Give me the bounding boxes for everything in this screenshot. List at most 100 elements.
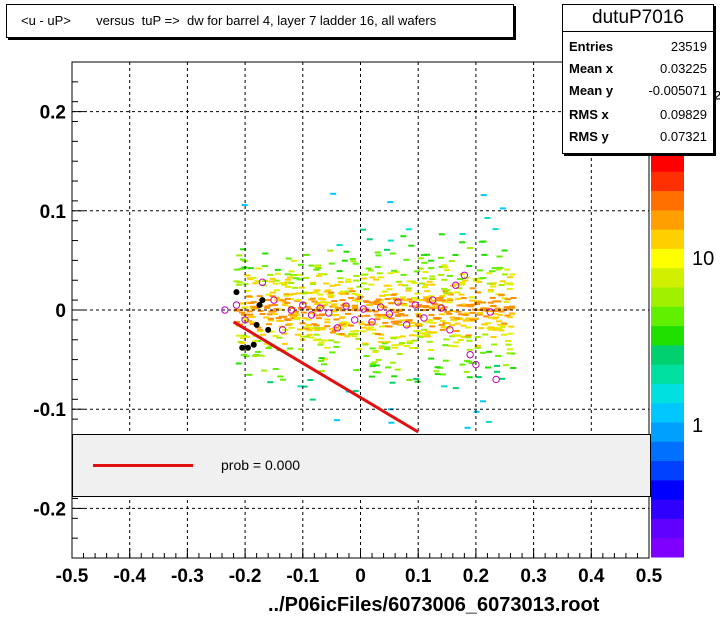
heatmap-cell — [484, 322, 491, 325]
heatmap-cell — [324, 289, 331, 292]
heatmap-cell — [324, 346, 331, 349]
heatmap-cell — [353, 369, 360, 372]
heatmap-cell — [338, 292, 345, 295]
heatmap-cell — [285, 285, 292, 288]
heatmap-cell — [373, 364, 380, 367]
heatmap-cell — [480, 194, 487, 197]
heatmap-cell — [322, 303, 329, 306]
heatmap-cell — [473, 410, 480, 413]
heatmap-cell — [318, 273, 325, 276]
heatmap-cell — [469, 299, 475, 302]
heatmap-cell — [272, 335, 279, 337]
heatmap-cell — [492, 328, 498, 331]
heatmap-cell — [493, 309, 500, 312]
heatmap-cell — [384, 248, 390, 251]
heatmap-cell — [287, 347, 294, 350]
heatmap-cell — [341, 302, 348, 305]
heatmap-cell — [352, 390, 359, 392]
heatmap-cell — [499, 326, 506, 328]
heatmap-cell — [405, 325, 412, 328]
heatmap-cell — [507, 283, 514, 286]
profile-point — [385, 310, 394, 318]
heatmap-cell — [260, 369, 267, 372]
heatmap-cell — [406, 342, 413, 345]
heatmap-cell — [281, 315, 287, 318]
heatmap-cell — [273, 289, 280, 292]
heatmap-cell — [422, 299, 429, 302]
heatmap-cell — [394, 299, 401, 302]
color-scale-bar: 11010² — [651, 88, 720, 558]
heatmap-cell — [281, 332, 288, 335]
profile-point — [359, 305, 368, 313]
heatmap-cell — [462, 319, 469, 322]
heatmap-cell — [406, 298, 413, 301]
heatmap-cell — [328, 291, 335, 294]
heatmap-cell — [324, 321, 331, 324]
heatmap-cell — [432, 303, 439, 306]
heatmap-cell — [330, 303, 337, 306]
heatmap-cell — [267, 345, 274, 348]
heatmap-cell — [420, 309, 427, 312]
heatmap-cell — [483, 315, 490, 318]
heatmap-cell — [369, 365, 376, 368]
heatmap-cell — [428, 295, 435, 298]
heatmap-cell — [498, 329, 505, 332]
heatmap-cell — [378, 345, 385, 348]
color-scale-band — [651, 171, 684, 192]
x-tick-label: -0.1 — [286, 566, 319, 587]
heatmap-cell — [421, 333, 428, 335]
heatmap-cell — [241, 266, 248, 269]
heatmap-cell — [306, 329, 313, 332]
heatmap-cell — [416, 324, 423, 327]
heatmap-cell — [360, 228, 366, 231]
heatmap-cell — [495, 293, 502, 296]
heatmap-cell — [476, 312, 483, 315]
heatmap-cell — [495, 354, 502, 357]
heatmap-cell — [498, 310, 505, 313]
heatmap-cell — [402, 314, 409, 317]
heatmap-cell — [285, 257, 292, 260]
heatmap-cell — [273, 296, 280, 299]
heatmap-cell — [466, 304, 473, 306]
heatmap-cell — [459, 281, 466, 284]
heatmap-cell — [406, 340, 413, 343]
heatmap-cell — [496, 255, 503, 258]
heatmap-cell — [446, 291, 453, 294]
heatmap-cell — [362, 307, 369, 310]
heatmap-cell — [449, 316, 456, 319]
heatmap-cell — [369, 363, 376, 366]
x-tick-label: -0.4 — [113, 566, 146, 587]
heatmap-cell — [429, 325, 436, 328]
heatmap-cell — [448, 324, 455, 327]
heatmap-cell — [279, 282, 286, 285]
heatmap-cell — [491, 343, 498, 346]
heatmap-cell — [426, 280, 433, 283]
heatmap-cell — [353, 274, 360, 277]
profile-point — [420, 314, 428, 322]
heatmap-cell — [315, 301, 322, 304]
heatmap-cell — [278, 308, 285, 311]
heatmap-cell — [295, 299, 302, 302]
heatmap-cell — [412, 324, 419, 327]
heatmap-cell — [236, 281, 243, 284]
heatmap-cell — [406, 319, 413, 322]
heatmap-cell — [381, 342, 388, 345]
heatmap-cell — [376, 301, 383, 304]
heatmap-cell — [383, 294, 390, 296]
heatmap-cell — [435, 299, 442, 302]
heatmap-cell — [378, 305, 385, 308]
heatmap-cell — [252, 340, 258, 343]
heatmap-cell — [277, 320, 284, 322]
heatmap-cell — [377, 276, 384, 279]
heatmap-cell — [430, 299, 437, 302]
heatmap-cell — [384, 341, 391, 343]
heatmap-cell — [441, 264, 448, 267]
heatmap-cell — [398, 308, 405, 311]
heatmap-cell — [405, 289, 412, 292]
heatmap-cell — [246, 373, 253, 376]
profile-point — [307, 311, 316, 319]
heatmap-cell — [244, 289, 251, 292]
heatmap-cell — [318, 357, 325, 360]
heatmap-cell — [424, 253, 431, 256]
heatmap-cell — [318, 306, 325, 309]
